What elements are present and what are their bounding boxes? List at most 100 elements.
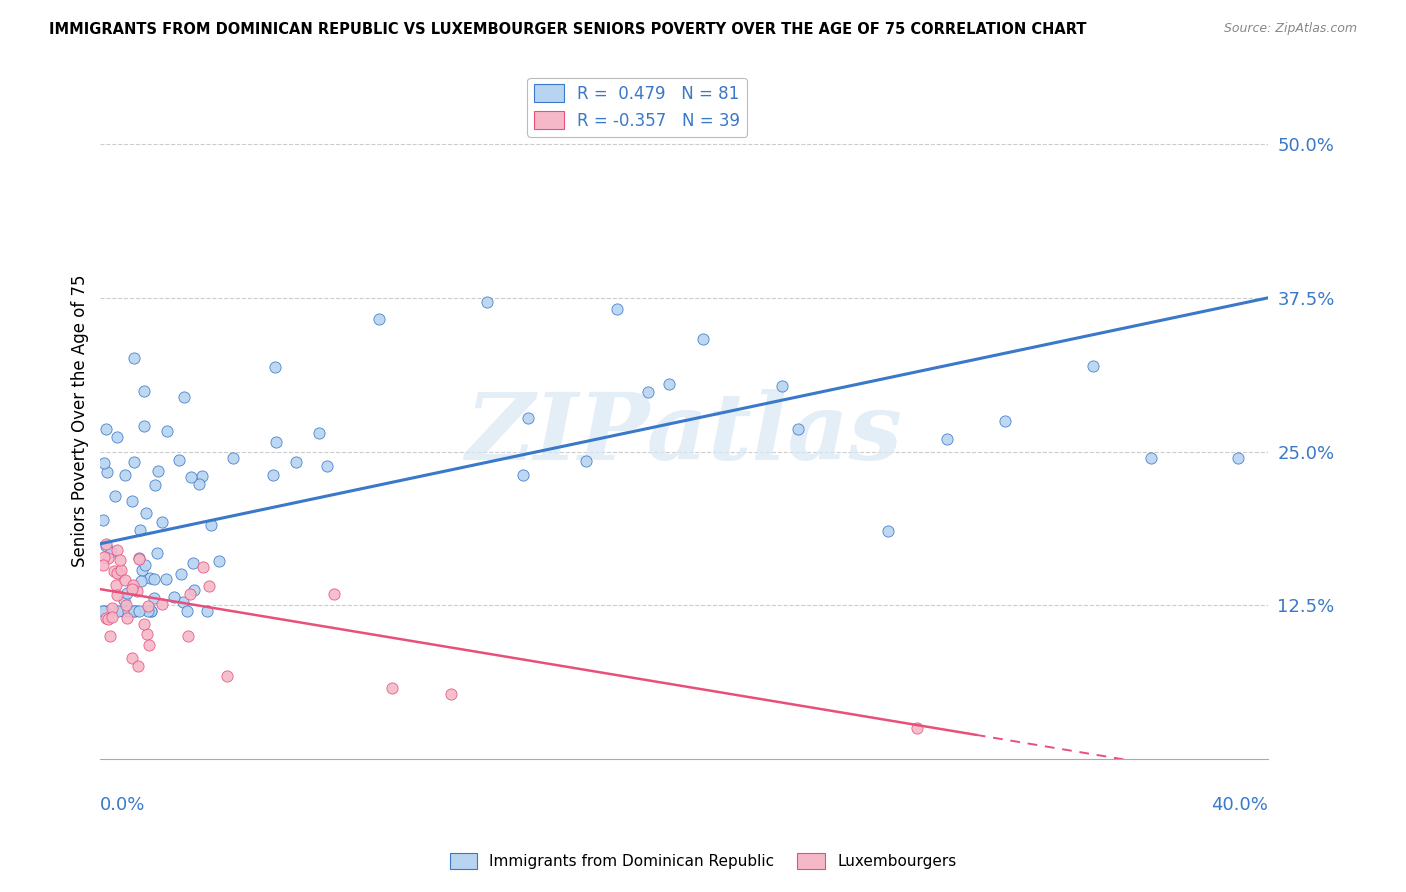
- Y-axis label: Seniors Poverty Over the Age of 75: Seniors Poverty Over the Age of 75: [72, 275, 89, 567]
- Point: [877, 524, 900, 539]
- Point: [122, 455, 145, 469]
- Point: [155, 572, 177, 586]
- Point: [134, 384, 156, 399]
- Text: ZIPatlas: ZIPatlas: [465, 389, 903, 479]
- Point: [128, 604, 150, 618]
- Point: [131, 563, 153, 577]
- Point: [108, 566, 131, 581]
- Point: [179, 469, 201, 483]
- Point: [1081, 359, 1104, 373]
- Point: [1140, 450, 1163, 465]
- Point: [222, 451, 245, 466]
- Point: [145, 546, 167, 560]
- Point: [117, 604, 139, 618]
- Point: [148, 464, 170, 478]
- Point: [167, 453, 190, 467]
- Point: [93, 549, 115, 564]
- Point: [181, 556, 204, 570]
- Point: [104, 578, 127, 592]
- Point: [136, 604, 159, 618]
- Point: [124, 604, 146, 618]
- Point: [262, 467, 284, 482]
- Point: [100, 600, 122, 615]
- Point: [139, 604, 162, 618]
- Point: [322, 586, 344, 600]
- Point: [143, 572, 166, 586]
- Point: [121, 578, 143, 592]
- Point: [516, 411, 538, 425]
- Point: [575, 454, 598, 468]
- Point: [128, 551, 150, 566]
- Point: [907, 721, 929, 735]
- Point: [135, 507, 157, 521]
- Point: [128, 551, 150, 566]
- Point: [97, 611, 120, 625]
- Point: [512, 468, 534, 483]
- Point: [114, 573, 136, 587]
- Point: [110, 563, 132, 577]
- Text: Source: ZipAtlas.com: Source: ZipAtlas.com: [1223, 22, 1357, 36]
- Point: [101, 610, 124, 624]
- Point: [475, 295, 498, 310]
- Point: [208, 554, 231, 568]
- Point: [179, 587, 201, 601]
- Point: [129, 574, 152, 589]
- Point: [770, 379, 793, 393]
- Point: [127, 659, 149, 673]
- Point: [121, 651, 143, 665]
- Point: [112, 592, 135, 607]
- Point: [122, 604, 145, 618]
- Point: [127, 584, 149, 599]
- Point: [94, 604, 117, 618]
- Point: [132, 617, 155, 632]
- Point: [183, 583, 205, 598]
- Point: [94, 540, 117, 554]
- Point: [107, 604, 129, 618]
- Point: [129, 523, 152, 537]
- Point: [115, 610, 138, 624]
- Point: [91, 512, 114, 526]
- Point: [108, 553, 131, 567]
- Point: [177, 629, 200, 643]
- Legend: Immigrants from Dominican Republic, Luxembourgers: Immigrants from Dominican Republic, Luxe…: [443, 847, 963, 875]
- Point: [150, 516, 173, 530]
- Point: [172, 595, 194, 609]
- Point: [105, 588, 128, 602]
- Point: [112, 604, 135, 618]
- Point: [105, 543, 128, 558]
- Point: [316, 459, 339, 474]
- Point: [156, 424, 179, 438]
- Point: [121, 582, 143, 597]
- Point: [190, 469, 212, 483]
- Point: [134, 558, 156, 572]
- Point: [264, 360, 287, 375]
- Point: [191, 560, 214, 574]
- Point: [143, 478, 166, 492]
- Point: [176, 604, 198, 618]
- Point: [100, 545, 122, 559]
- Point: [163, 590, 186, 604]
- Point: [170, 566, 193, 581]
- Point: [105, 566, 128, 580]
- Point: [138, 571, 160, 585]
- Point: [94, 422, 117, 436]
- Point: [114, 468, 136, 483]
- Point: [1227, 450, 1250, 465]
- Point: [143, 591, 166, 606]
- Point: [367, 312, 389, 326]
- Point: [658, 376, 681, 391]
- Point: [105, 430, 128, 444]
- Point: [93, 456, 115, 470]
- Point: [139, 604, 162, 618]
- Text: 40.0%: 40.0%: [1211, 796, 1268, 814]
- Text: IMMIGRANTS FROM DOMINICAN REPUBLIC VS LUXEMBOURGER SENIORS POVERTY OVER THE AGE : IMMIGRANTS FROM DOMINICAN REPUBLIC VS LU…: [49, 22, 1087, 37]
- Point: [138, 638, 160, 652]
- Point: [136, 599, 159, 614]
- Point: [200, 518, 222, 533]
- Point: [150, 597, 173, 611]
- Point: [439, 687, 461, 701]
- Point: [117, 586, 139, 600]
- Point: [284, 455, 307, 469]
- Text: 0.0%: 0.0%: [100, 796, 146, 814]
- Point: [96, 611, 118, 625]
